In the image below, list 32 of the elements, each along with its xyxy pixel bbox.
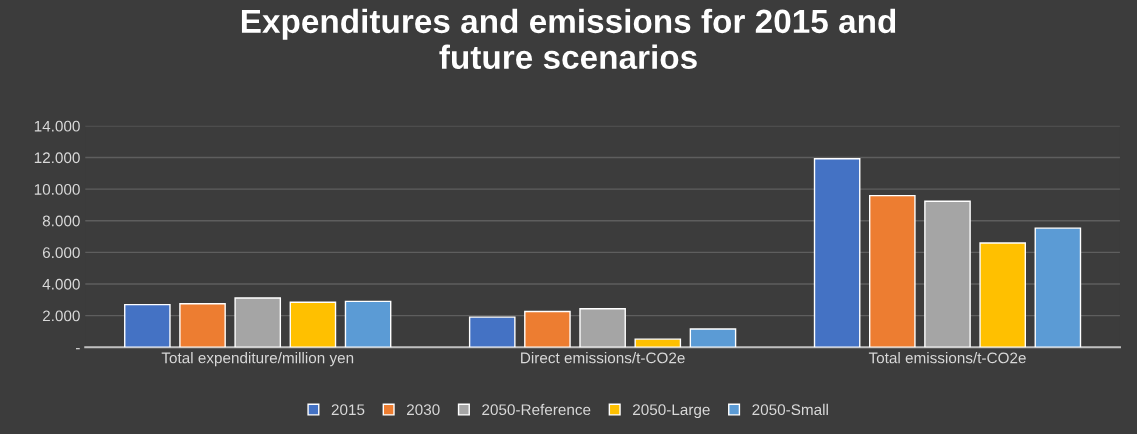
bar: [579, 308, 626, 348]
bar: [813, 158, 861, 348]
bar: [979, 242, 1027, 348]
bar: [289, 301, 337, 348]
bar: [634, 338, 682, 348]
bar: [689, 328, 737, 348]
y-tick-label: 8.000: [42, 215, 80, 227]
y-tick-label: 10.000: [34, 183, 80, 195]
chart-title: Expenditures and emissions for 2015 and future scenarios: [241, 8, 896, 70]
bar: [344, 300, 392, 348]
y-tick-label: 14.000: [34, 120, 80, 132]
bar: [179, 303, 226, 348]
y-tick-label: 6.000: [42, 247, 80, 259]
legend-label: 2030: [406, 404, 440, 416]
legend-label: 2050-Large: [633, 404, 710, 419]
legend-label: 2050-Reference: [482, 403, 591, 416]
y-tick-label: 4.000: [42, 278, 80, 290]
x-tick-label: Total emissions/t-CO2e: [868, 352, 1026, 364]
x-tick-label: Direct emissions/t-CO2e: [521, 352, 685, 364]
bar: [234, 297, 282, 348]
y-tick-label: -: [76, 348, 80, 350]
bar: [124, 303, 171, 348]
bar: [468, 316, 516, 348]
y-tick-label: 2.000: [42, 310, 80, 322]
x-tick-label: Total expenditure/million yen: [161, 352, 354, 367]
bar: [1034, 227, 1082, 348]
legend-label: 2015: [331, 404, 365, 416]
legend-label: 2050-Small: [752, 403, 828, 416]
y-tick-label: 12.000: [34, 152, 80, 164]
bar: [924, 200, 971, 348]
bar: [524, 310, 571, 348]
bar: [868, 194, 916, 348]
